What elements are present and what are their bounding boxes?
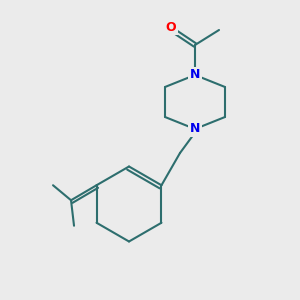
Text: N: N — [190, 122, 200, 136]
Text: N: N — [190, 68, 200, 82]
Text: O: O — [166, 21, 176, 34]
